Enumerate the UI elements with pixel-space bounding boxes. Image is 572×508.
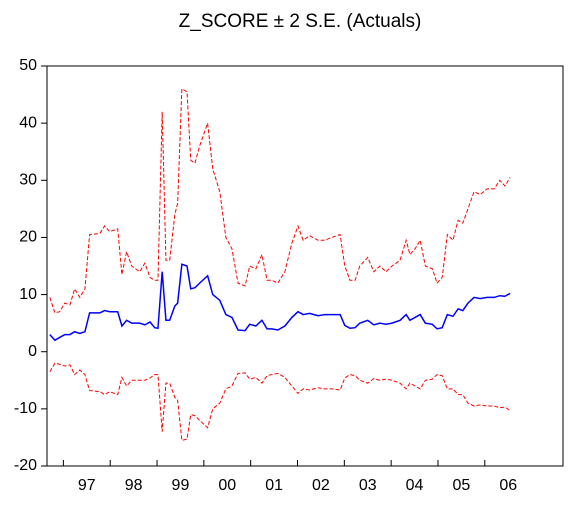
- x-tick-label: 97: [78, 477, 96, 494]
- chart-title: Z_SCORE ± 2 S.E. (Actuals): [179, 11, 422, 32]
- y-tick-label: 20: [19, 229, 37, 246]
- series-line: [49, 88, 511, 314]
- x-tick-label: 98: [125, 477, 143, 494]
- y-tick-label: 40: [19, 114, 37, 131]
- x-tick-label: 05: [452, 477, 470, 494]
- x-tick-label: 99: [172, 477, 190, 494]
- x-tick-label: 04: [406, 477, 424, 494]
- x-tick-label: 03: [359, 477, 377, 494]
- series-line: [49, 362, 511, 441]
- y-tick-label: 0: [28, 343, 37, 360]
- y-tick-label: -10: [14, 400, 37, 417]
- y-tick-label: 50: [19, 57, 37, 74]
- x-tick-label: 01: [265, 477, 283, 494]
- x-tick-label: 06: [499, 477, 517, 494]
- plot-frame: [46, 65, 564, 467]
- y-tick-label: 10: [19, 286, 37, 303]
- x-tick-label: 00: [218, 477, 236, 494]
- y-tick-label: 30: [19, 172, 37, 189]
- x-tick-label: 02: [312, 477, 330, 494]
- series-line: [49, 263, 511, 342]
- y-tick-label: -20: [14, 457, 37, 474]
